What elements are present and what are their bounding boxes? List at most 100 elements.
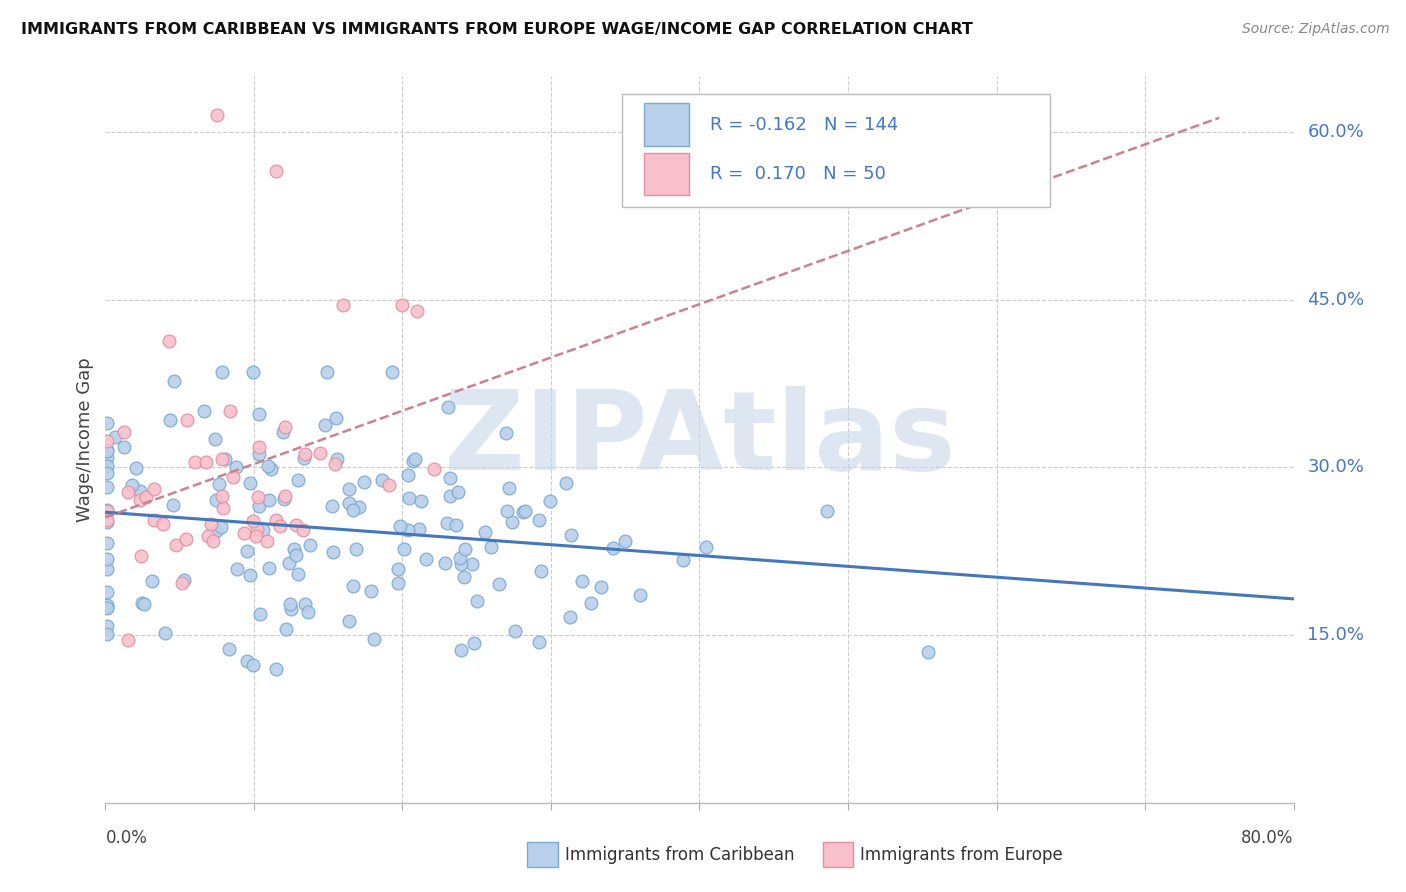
Point	[96, 585, 118, 599]
Point	[274, 489, 297, 503]
Point	[222, 470, 245, 484]
Point	[211, 452, 233, 467]
Point	[449, 550, 471, 565]
Point	[96, 562, 118, 576]
Point	[602, 541, 624, 555]
Point	[247, 499, 270, 513]
Point	[96, 459, 118, 474]
Point	[256, 533, 278, 548]
Point	[591, 580, 613, 594]
Point	[96, 442, 118, 457]
Point	[325, 411, 347, 425]
Point	[242, 515, 264, 529]
FancyBboxPatch shape	[623, 94, 1050, 207]
Point	[141, 574, 163, 588]
Point	[236, 654, 259, 668]
Point	[284, 518, 307, 533]
Point	[278, 598, 301, 612]
Point	[96, 434, 118, 449]
Point	[96, 443, 118, 458]
Point	[211, 489, 233, 503]
Point	[503, 624, 526, 638]
FancyBboxPatch shape	[644, 153, 689, 195]
Point	[353, 475, 375, 489]
Text: 15.0%: 15.0%	[1308, 626, 1364, 644]
Point	[342, 579, 364, 593]
Point	[297, 605, 319, 619]
Point	[323, 457, 346, 471]
Point	[815, 504, 838, 518]
Point	[96, 466, 118, 480]
Point	[422, 462, 444, 476]
Point	[396, 467, 419, 482]
FancyBboxPatch shape	[644, 103, 689, 145]
Point	[218, 641, 240, 656]
Point	[96, 598, 118, 612]
Point	[283, 541, 305, 556]
Point	[142, 483, 165, 497]
Point	[142, 513, 165, 527]
Point	[205, 524, 228, 538]
Point	[257, 561, 280, 575]
Point	[409, 493, 432, 508]
Point	[398, 491, 420, 505]
Point	[360, 584, 382, 599]
Point	[264, 661, 287, 675]
Point	[321, 499, 343, 513]
Text: 45.0%: 45.0%	[1308, 291, 1365, 309]
Point	[239, 568, 262, 582]
Point	[202, 534, 225, 549]
Point	[170, 575, 193, 590]
Point	[388, 519, 411, 533]
Point	[461, 557, 484, 571]
Point	[363, 632, 385, 646]
Point	[387, 575, 409, 590]
Point	[214, 452, 236, 467]
Point	[153, 625, 176, 640]
Point	[212, 501, 235, 516]
Point	[450, 642, 472, 657]
Point	[322, 545, 344, 559]
Point	[391, 298, 413, 312]
Point	[225, 459, 247, 474]
Point	[197, 529, 219, 543]
Point	[371, 473, 394, 487]
Point	[614, 533, 637, 548]
Point	[436, 516, 458, 530]
Point	[134, 597, 156, 611]
Point	[278, 556, 301, 570]
Point	[402, 454, 425, 468]
Point	[349, 500, 371, 514]
Point	[159, 413, 181, 427]
Point	[121, 477, 143, 491]
Point	[173, 573, 195, 587]
Point	[315, 418, 337, 433]
Point	[339, 615, 361, 629]
Point	[236, 544, 259, 558]
Point	[453, 570, 475, 584]
Point	[344, 542, 367, 557]
Point	[513, 504, 536, 518]
Point	[628, 589, 651, 603]
Point	[204, 432, 226, 446]
Point	[117, 484, 139, 499]
Point	[406, 303, 429, 318]
Point	[454, 542, 477, 557]
Point	[246, 522, 269, 536]
Point	[285, 548, 308, 562]
Point	[200, 516, 222, 531]
Point	[96, 601, 118, 615]
Point	[249, 440, 271, 454]
Point	[571, 574, 593, 588]
Point	[512, 505, 534, 519]
Point	[264, 513, 287, 527]
Point	[527, 634, 550, 648]
Y-axis label: Wage/Income Gap: Wage/Income Gap	[76, 357, 94, 522]
Point	[96, 503, 118, 517]
Point	[247, 407, 270, 421]
Point	[129, 484, 152, 499]
Point	[257, 493, 280, 508]
Point	[481, 541, 503, 555]
Point	[131, 549, 153, 563]
Point	[337, 495, 360, 509]
